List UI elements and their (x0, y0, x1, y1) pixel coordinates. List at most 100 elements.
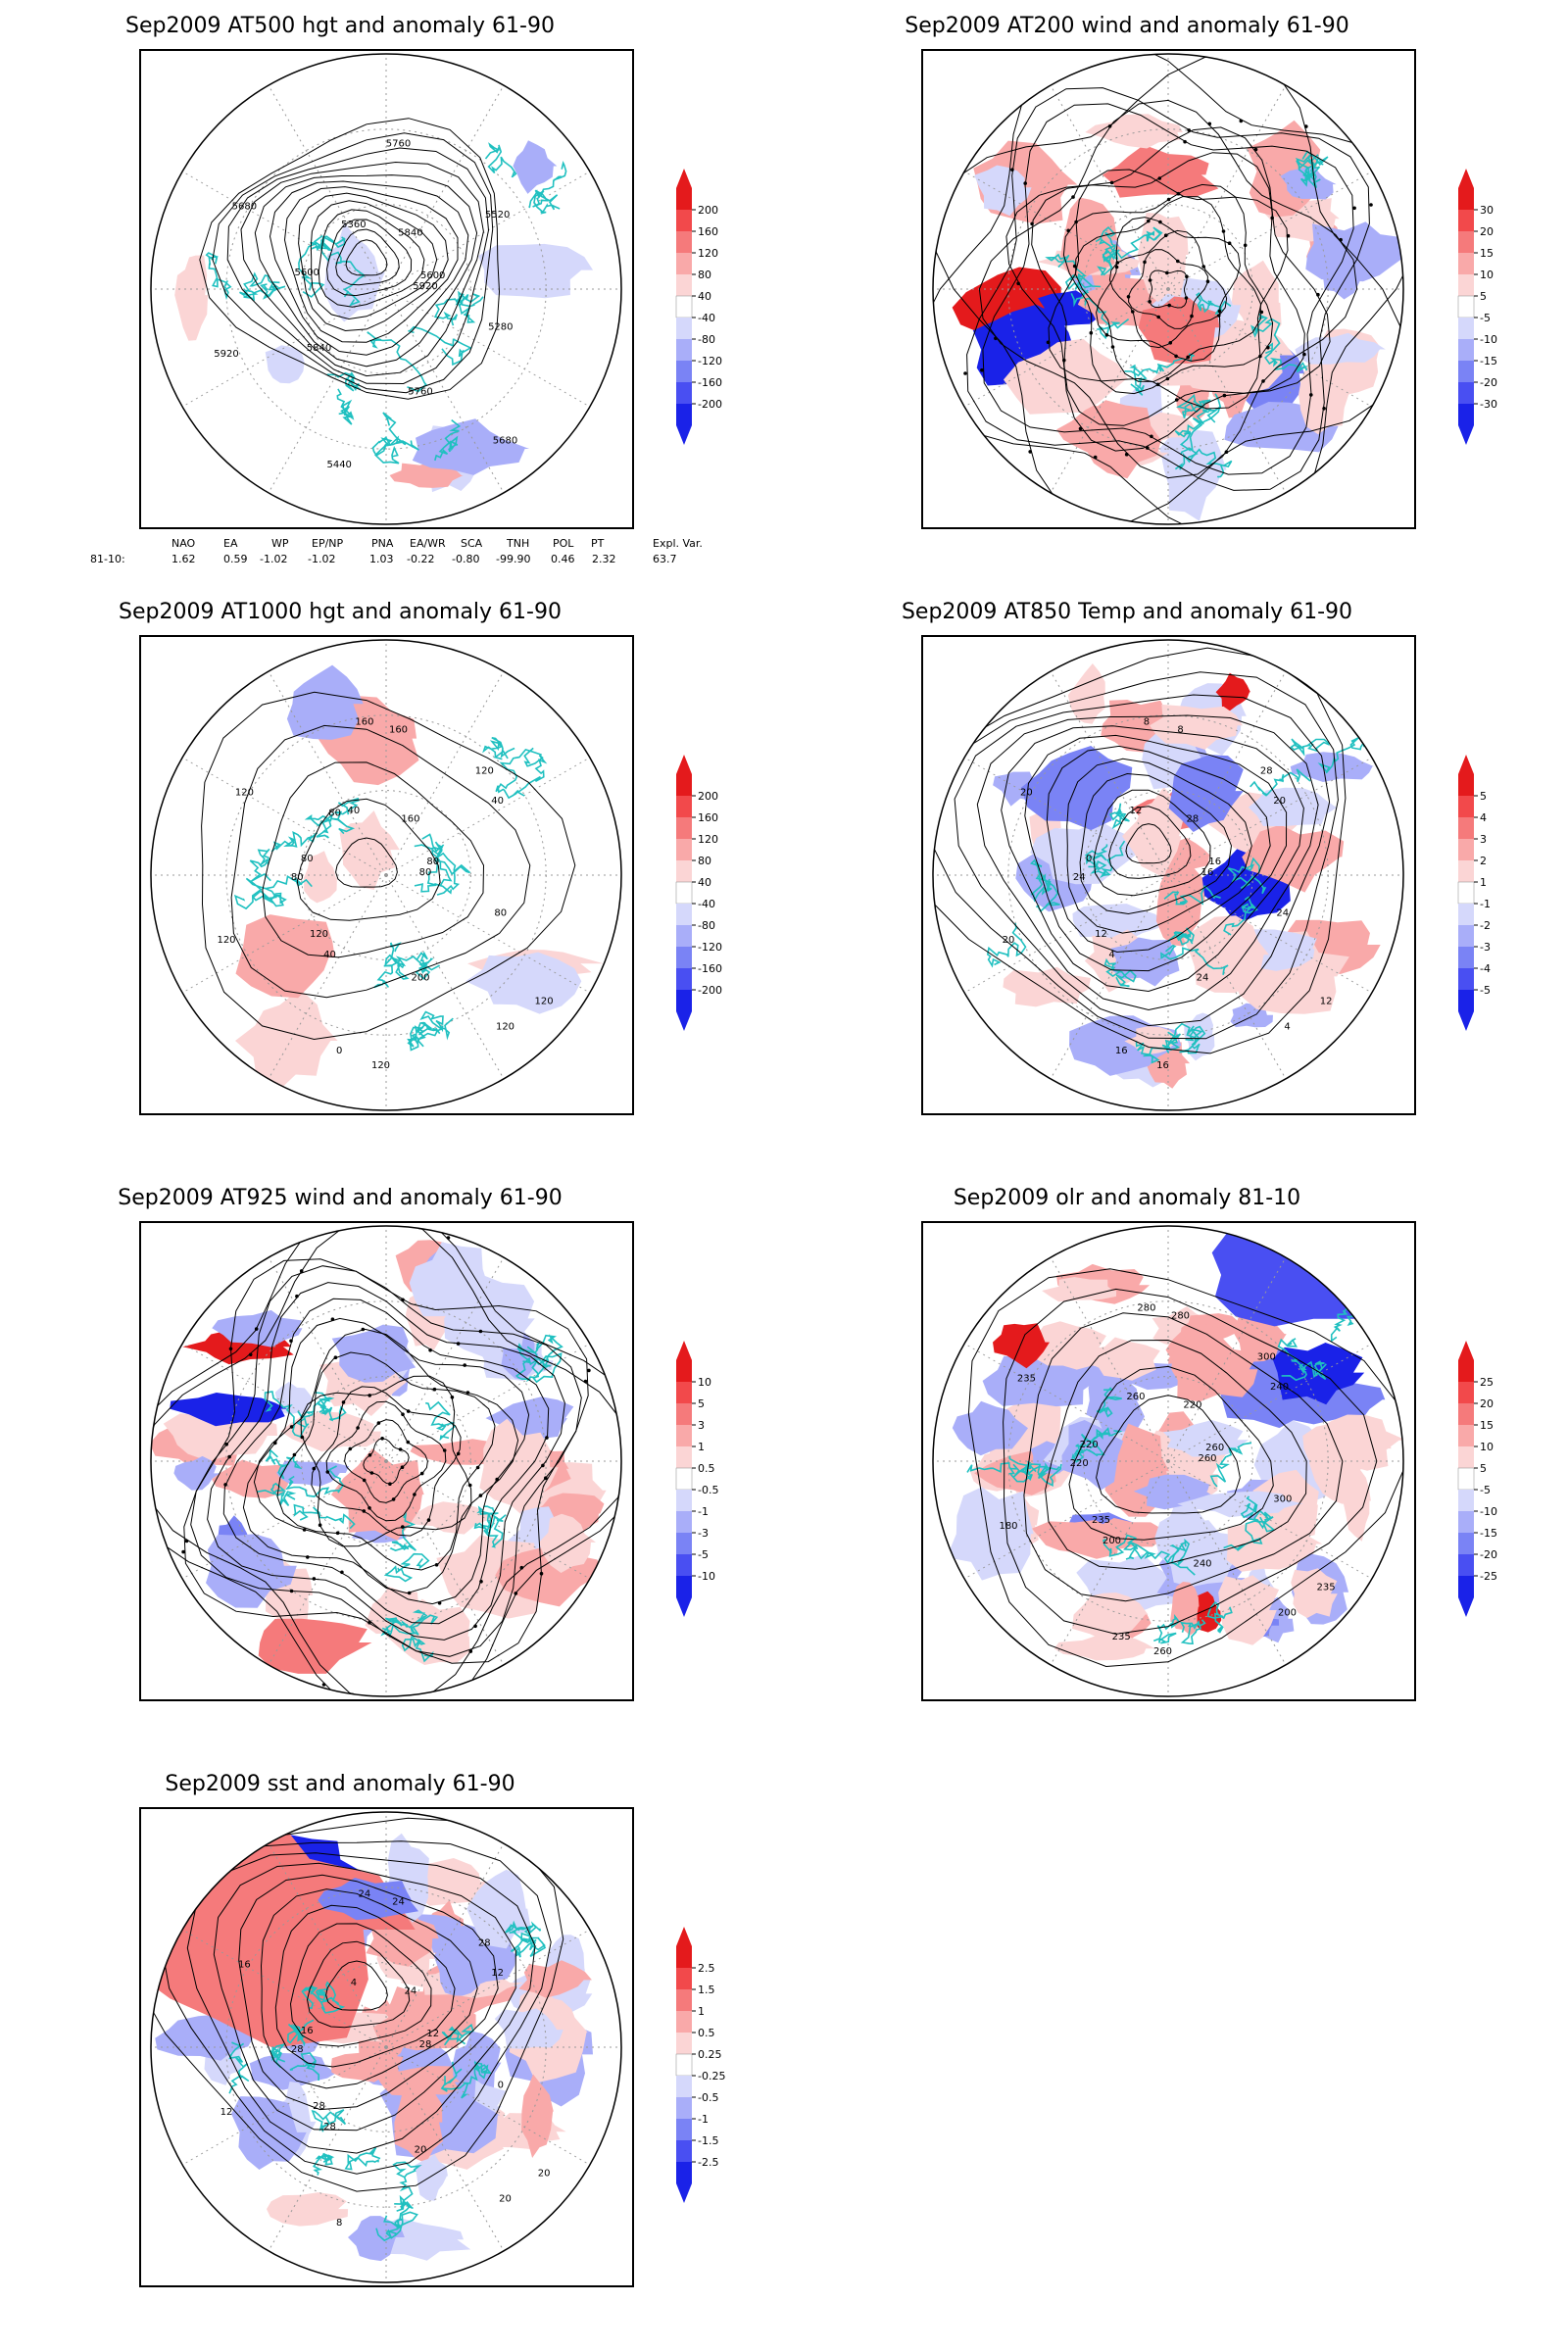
colorbar-swatch (1458, 1446, 1474, 1468)
streamline-arrow (1205, 279, 1210, 283)
meridian-line (385, 874, 591, 994)
contour-label: 40 (323, 950, 336, 960)
colorbar-top-arrow (1458, 1341, 1474, 1360)
contour-label: 80 (328, 808, 341, 819)
colorbar-tick-label: -200 (698, 984, 722, 997)
streamline-arrow (541, 1463, 545, 1468)
colorbar-swatch (1457, 881, 1475, 905)
coastline (315, 235, 346, 252)
streamline-arrow (1046, 340, 1051, 345)
streamline-arrow (1126, 295, 1131, 299)
streamline-arrow (1089, 330, 1094, 335)
latitude-circle (1083, 1376, 1253, 1546)
map-frame-2 (921, 49, 1416, 529)
positive-anomaly-region (1059, 197, 1118, 282)
streamline-arrow (463, 1363, 467, 1367)
map-boundary (932, 53, 1404, 525)
streamline-arrow (467, 1483, 472, 1488)
meridian-line (385, 171, 591, 290)
positive-anomaly-region (993, 1323, 1050, 1369)
panel-title-5: Sep2009 AT925 wind and anomaly 61-90 (118, 1186, 563, 1210)
contour-label: 240 (1193, 1559, 1211, 1570)
map-frame-5 (139, 1221, 634, 1701)
negative-anomaly-region (974, 165, 1032, 217)
streamline-arrow (1114, 265, 1119, 270)
contour-label: 5760 (386, 139, 411, 150)
negative-anomaly-region (1280, 166, 1337, 200)
panel-title-6: Sep2009 olr and anomaly 81-10 (953, 1186, 1301, 1210)
streamline-arrow (1022, 93, 1026, 97)
colorbar-tick-label: 1 (1480, 876, 1487, 889)
coastline (257, 1482, 297, 1506)
polar-grid (151, 640, 621, 1110)
streamline-arrow (1259, 310, 1264, 315)
index-value: -0.22 (407, 553, 435, 565)
streamline-arrow (413, 1493, 416, 1496)
streamline-arrow (1410, 260, 1414, 264)
colorbar-tick-label: -15 (1480, 355, 1497, 368)
contour-line (1093, 789, 1211, 897)
streamline (300, 1375, 472, 1547)
streamline-arrow (1217, 309, 1222, 314)
colorbar-tick-label: 2 (1480, 855, 1487, 867)
contour-label: 5840 (307, 343, 331, 354)
colorbar-tick-label: -80 (698, 333, 715, 346)
streamline (151, 1226, 621, 1696)
colorbar-tick-label: -5 (1480, 984, 1491, 997)
contour-label: 5920 (413, 281, 437, 292)
contour-label: 235 (1112, 1632, 1131, 1642)
contour-line (1023, 1312, 1344, 1602)
index-header: EP/NP (312, 537, 344, 550)
coastline (1128, 1541, 1183, 1564)
streamline-arrow (312, 1466, 317, 1471)
contour-label: 80 (291, 872, 304, 883)
polar-grid (933, 1226, 1403, 1696)
colorbar-tick-label: -2 (1480, 919, 1491, 932)
streamline-arrow (1222, 393, 1227, 398)
streamline-arrow (1131, 310, 1135, 314)
coastline (367, 331, 427, 393)
contour-label: 260 (1198, 1453, 1216, 1464)
colorbar-tick-label: -5 (1480, 312, 1491, 324)
panel-title-7: Sep2009 sst and anomaly 61-90 (165, 1772, 515, 1796)
colorbar-bottom-arrow (676, 1597, 692, 1617)
streamline-arrow (1143, 260, 1147, 265)
contour-label: 28 (419, 2039, 432, 2050)
coastline (1135, 1039, 1181, 1064)
streamline-arrow (1110, 345, 1115, 349)
contour-line (1003, 1288, 1378, 1635)
contour-label: 24 (1073, 872, 1086, 883)
colorbar-bottom-arrow (1458, 1011, 1474, 1031)
colorbar-bottom-arrow (676, 1011, 692, 1031)
coastline (249, 848, 271, 882)
contour-label: 220 (1183, 1399, 1201, 1410)
colorbar-swatch (1458, 188, 1474, 210)
meridian-line (1167, 757, 1373, 876)
streamline-arrow (300, 1435, 305, 1440)
contour-label: 16 (1115, 1046, 1128, 1056)
colorbar-swatch (1458, 990, 1474, 1011)
coastline (414, 841, 471, 876)
colorbar-swatch (676, 2162, 692, 2183)
index-header: POL (553, 537, 574, 550)
colorbar-tick-label: 10 (1480, 1441, 1494, 1453)
positive-anomaly-region (1122, 786, 1185, 878)
colorbar-tick-label: 15 (1480, 1419, 1494, 1432)
colorbar-svg: 200 160 120 80 40 -40 -80 -120 -160 -200 (675, 169, 722, 445)
streamline-arrow (368, 1453, 372, 1457)
coastline (1174, 448, 1233, 478)
colorbar-tick-label: 80 (698, 855, 711, 867)
streamline-arrow (1239, 119, 1244, 123)
negative-anomaly-region (1177, 1491, 1304, 1518)
streamline-arrow (1174, 398, 1179, 402)
colorbar-tick-label: 40 (698, 876, 711, 889)
colorbar-swatch (676, 1989, 692, 2011)
streamline-arrow (369, 1471, 374, 1475)
streamline-arrow (419, 1471, 424, 1476)
streamline-arrow (519, 1565, 524, 1570)
coastline (1099, 237, 1120, 270)
positive-anomaly-region (1242, 824, 1345, 893)
negative-anomaly-region (231, 2096, 307, 2170)
colorbar-swatch (1458, 361, 1474, 382)
positive-anomaly-region (1316, 1414, 1403, 1471)
